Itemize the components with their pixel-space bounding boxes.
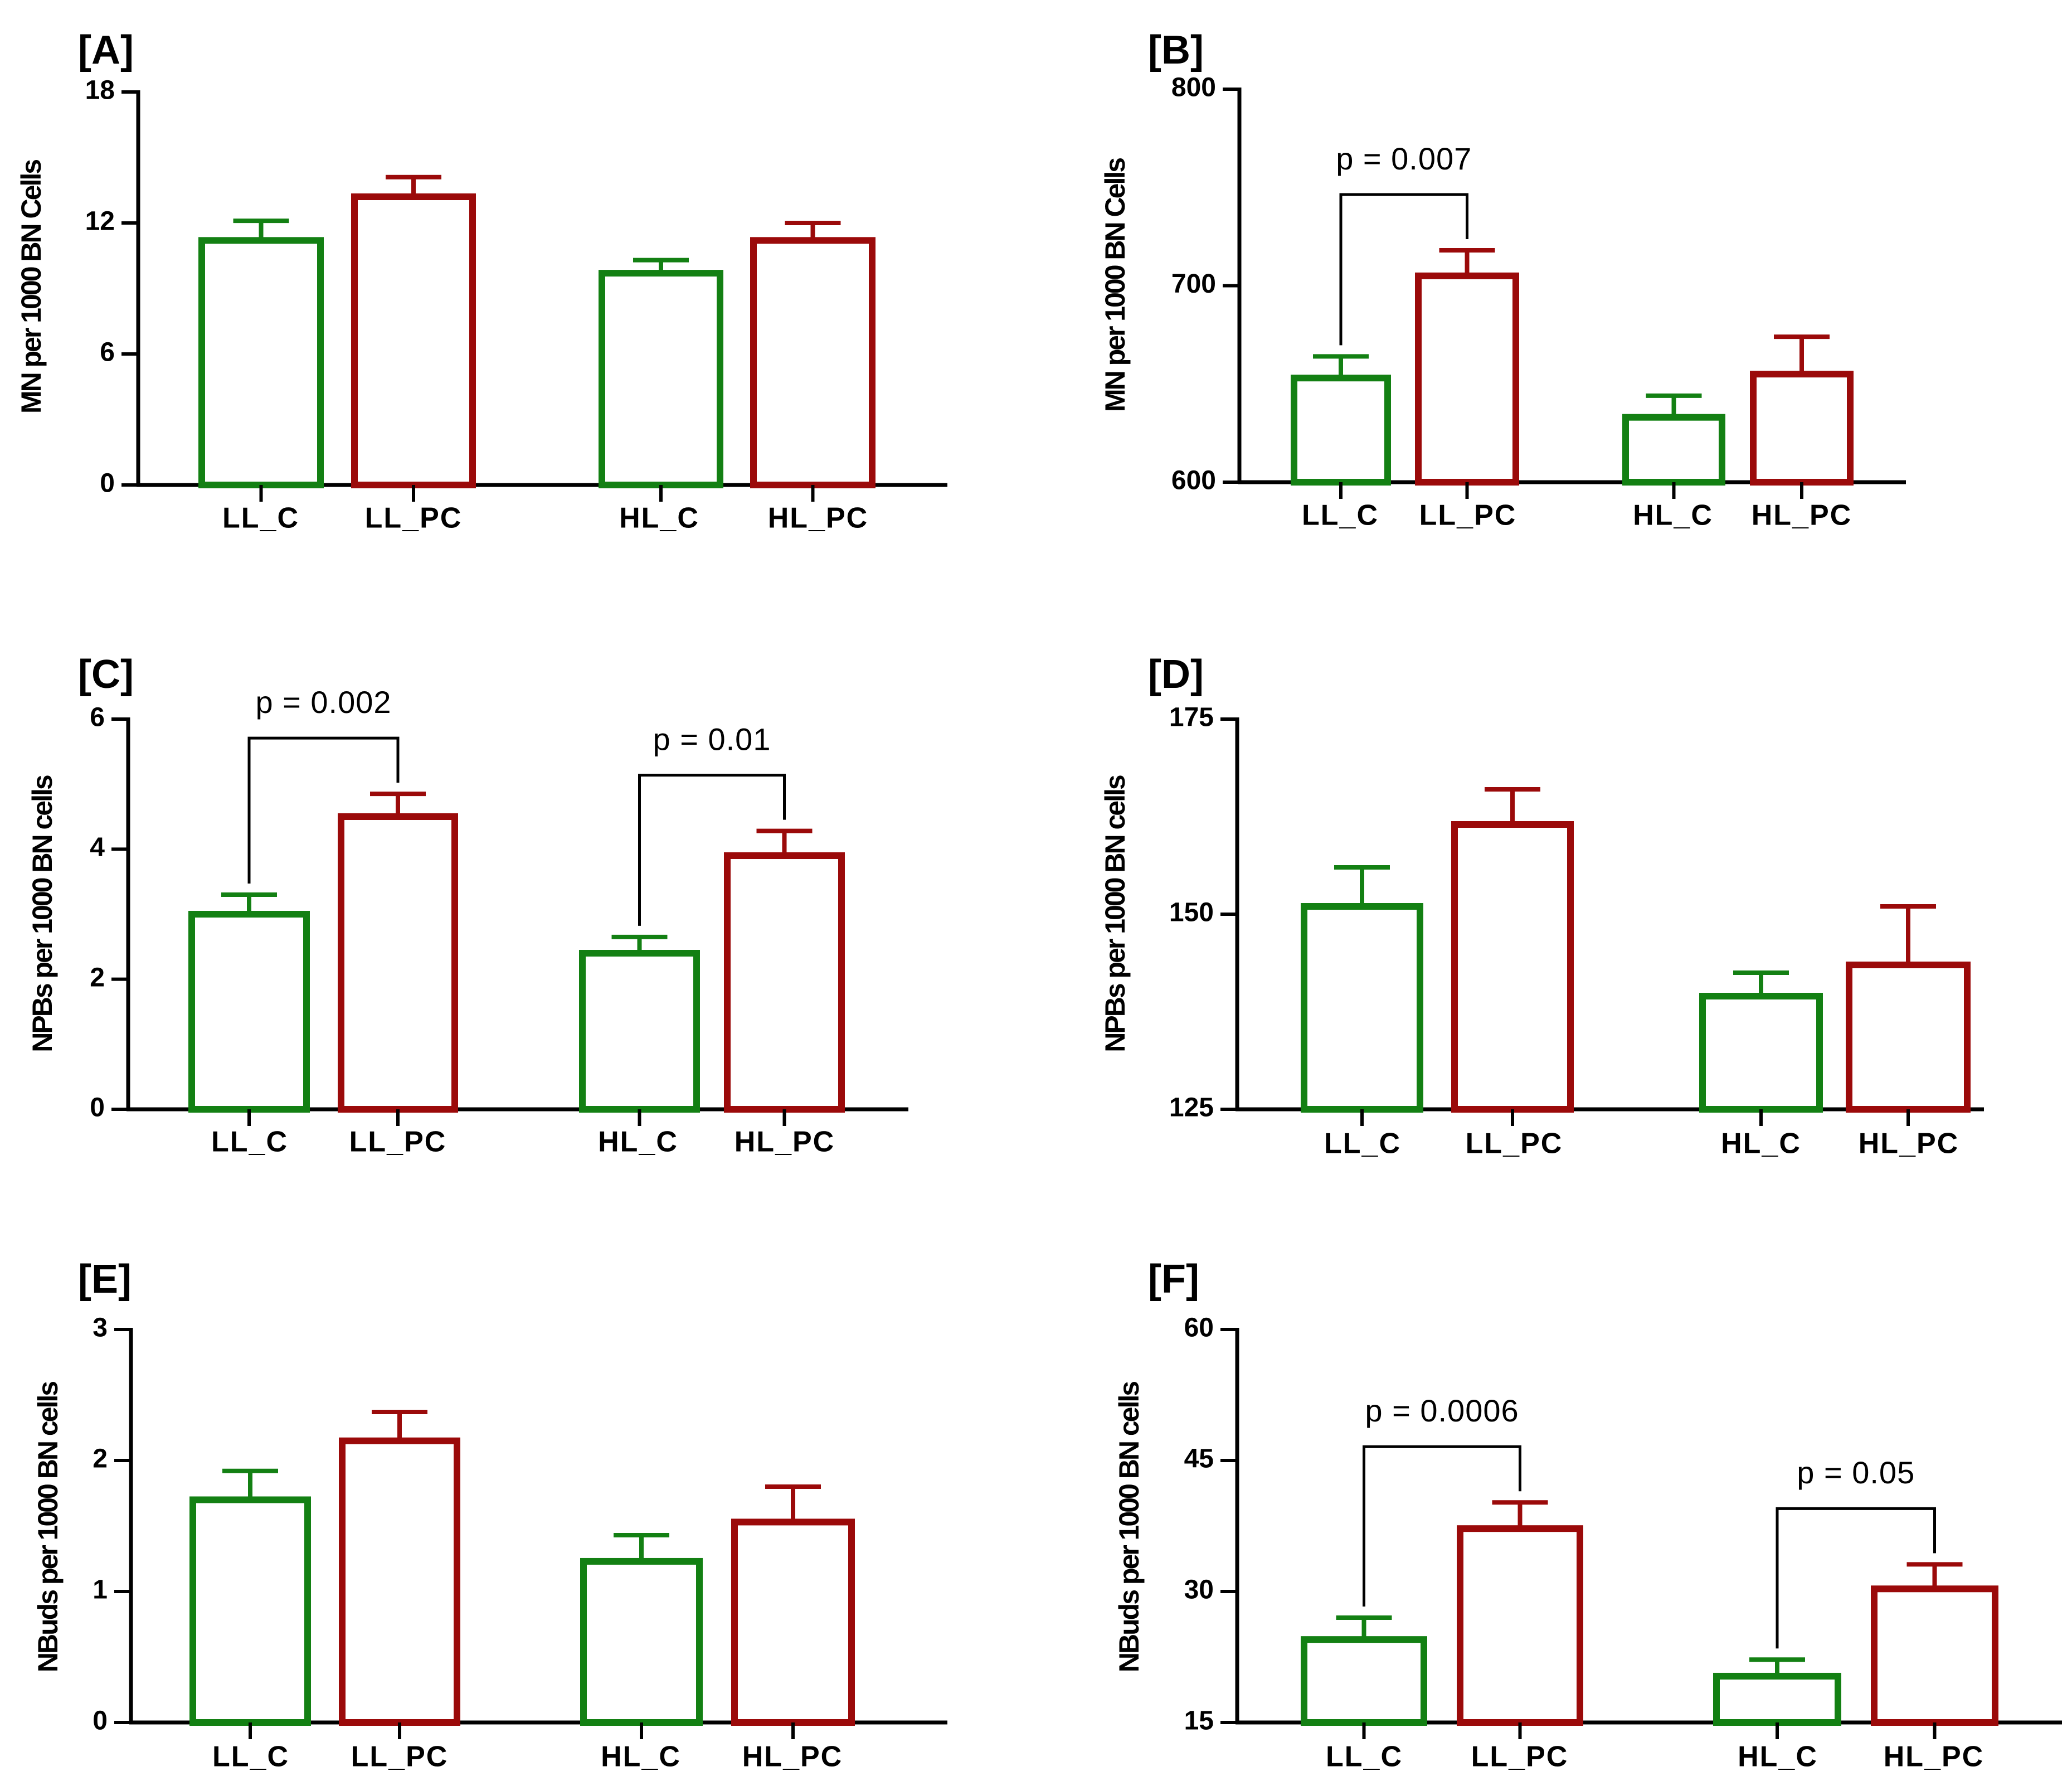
panel-c-y-axis-label: NPBs per 1000 BN cells [27, 775, 58, 1052]
panel-a-bar-hl-c [599, 270, 723, 488]
panel-e-y-tick-label: 1 [93, 1575, 108, 1605]
panel-c-category-label: LL_PC [349, 1126, 447, 1158]
panel-c-significance-bracket [247, 736, 400, 884]
panel-b-category-label: HL_C [1633, 499, 1713, 532]
panel-d-bar-ll-c [1301, 903, 1423, 1113]
panel-d-bar-hl-c [1699, 993, 1823, 1113]
panel-c-label: [C] [78, 652, 134, 697]
panel-b-bar-hl-pc [1750, 371, 1854, 486]
panel-f-bar-ll-c [1301, 1636, 1427, 1726]
panel-d-category-label: HL_C [1721, 1128, 1801, 1160]
panel-b-y-tick-label: 700 [1171, 269, 1216, 299]
panel-d-y-axis-label: NPBs per 1000 BN cells [1100, 775, 1131, 1052]
panel-e-category-label: LL_PC [351, 1741, 449, 1773]
panel-b-bar-hl-c [1622, 414, 1725, 486]
panel-a-bar-hl-pc [750, 237, 876, 488]
panel-e-category-label: HL_C [601, 1741, 681, 1773]
panel-e-y-tick-label: 0 [93, 1706, 108, 1736]
panel-a-y-tick-label: 12 [85, 207, 115, 236]
panel-e-y-tick-label: 3 [93, 1313, 108, 1343]
panel-a-y-tick-label: 6 [100, 338, 115, 367]
panel-f-category-label: LL_C [1326, 1741, 1403, 1773]
panel-b-category-label: LL_C [1302, 499, 1379, 532]
panel-c-y-tick-label: 0 [90, 1093, 105, 1123]
panel-f-category-label: HL_PC [1884, 1741, 1984, 1773]
panel-e-y-axis-label: NBuds per 1000 BN cells [32, 1382, 64, 1672]
panel-f-category-label: HL_C [1738, 1741, 1818, 1773]
panel-d-bar-ll-pc [1451, 821, 1574, 1113]
panel-e-category-label: HL_PC [742, 1741, 843, 1773]
panel-f-y-axis-label: NBuds per 1000 BN cells [1113, 1382, 1145, 1672]
panel-e-bar-hl-c [580, 1557, 703, 1726]
panel-a-category-label: HL_PC [768, 502, 868, 535]
panel-f-significance-bracket [1776, 1507, 1936, 1649]
panel-d-category-label: LL_PC [1466, 1128, 1563, 1160]
panel-e-bar-ll-pc [339, 1437, 460, 1726]
panel-f-y-tick-label: 60 [1184, 1313, 1214, 1343]
panel-a-bar-ll-pc [351, 193, 476, 488]
panel-c-category-label: LL_C [211, 1126, 288, 1158]
panel-d-y-tick-label: 125 [1169, 1093, 1214, 1123]
panel-b-p-value-label: p = 0.007 [1336, 141, 1472, 176]
panel-c-bar-hl-c [579, 950, 700, 1113]
panel-e-y-tick-label: 2 [93, 1444, 108, 1474]
panel-f-p-value-label: p = 0.05 [1797, 1455, 1915, 1490]
panel-f-y-tick-label: 30 [1184, 1575, 1214, 1605]
panel-f-bar-hl-c [1713, 1672, 1841, 1726]
panel-f-y-tick-label: 15 [1184, 1706, 1214, 1736]
panel-b-y-axis-label: MN per 1000 BN Cells [1100, 158, 1131, 412]
panel-b-bar-ll-pc [1415, 272, 1519, 486]
panel-f-category-label: LL_PC [1471, 1741, 1569, 1773]
panel-b-label: [B] [1148, 28, 1204, 72]
panel-f-bar-hl-pc [1871, 1585, 1998, 1726]
panel-d-bar-hl-pc [1846, 962, 1971, 1113]
panel-f-significance-bracket [1363, 1445, 1521, 1607]
panel-d-y-tick-label: 175 [1169, 703, 1214, 732]
panel-e-category-label: LL_C [212, 1741, 289, 1773]
panel-b-y-tick-label: 600 [1171, 466, 1216, 496]
panel-c-significance-bracket [638, 774, 786, 926]
panel-c-y-tick-label: 6 [90, 703, 105, 732]
panel-b-category-label: HL_PC [1752, 499, 1852, 532]
panel-c-category-label: HL_C [598, 1126, 678, 1158]
panel-b-y-tick-label: 800 [1171, 73, 1216, 103]
panel-f-label: [F] [1148, 1257, 1199, 1302]
panel-a-category-label: LL_C [222, 502, 299, 535]
panel-f-bar-ll-pc [1457, 1525, 1583, 1726]
panel-c-y-tick-label: 4 [90, 833, 105, 862]
panel-a-bar-ll-c [198, 237, 324, 488]
panel-d-category-label: LL_C [1324, 1128, 1401, 1160]
panel-e-label: [E] [78, 1257, 132, 1302]
panel-b-significance-bracket [1339, 193, 1468, 346]
panel-b-category-label: LL_PC [1419, 499, 1517, 532]
panel-c-category-label: HL_PC [735, 1126, 835, 1158]
panel-c-bar-ll-pc [338, 813, 458, 1113]
panel-d-label: [D] [1148, 652, 1204, 697]
panel-a-category-label: LL_PC [365, 502, 463, 535]
panel-f-y-tick-label: 45 [1184, 1444, 1214, 1474]
panel-a-y-axis-label: MN per 1000 BN Cells [16, 160, 47, 414]
panel-a-y-tick-label: 18 [85, 76, 115, 105]
panel-e-bar-ll-c [189, 1496, 311, 1726]
panel-c-p-value-label: p = 0.01 [653, 721, 771, 756]
panel-c-p-value-label: p = 0.002 [255, 685, 391, 720]
panel-d-category-label: HL_PC [1859, 1128, 1959, 1160]
panel-c-y-tick-label: 2 [90, 963, 105, 992]
panel-d-y-tick-label: 150 [1169, 898, 1214, 928]
panel-c-bar-hl-pc [724, 852, 845, 1113]
panel-a-category-label: HL_C [619, 502, 699, 535]
panel-a-y-tick-label: 0 [100, 469, 115, 498]
panel-e-bar-hl-pc [731, 1518, 855, 1726]
panel-a-label: [A] [78, 28, 134, 72]
panel-b-bar-ll-c [1291, 375, 1391, 486]
panel-f-p-value-label: p = 0.0006 [1365, 1393, 1519, 1428]
panel-c-bar-ll-c [188, 911, 310, 1113]
